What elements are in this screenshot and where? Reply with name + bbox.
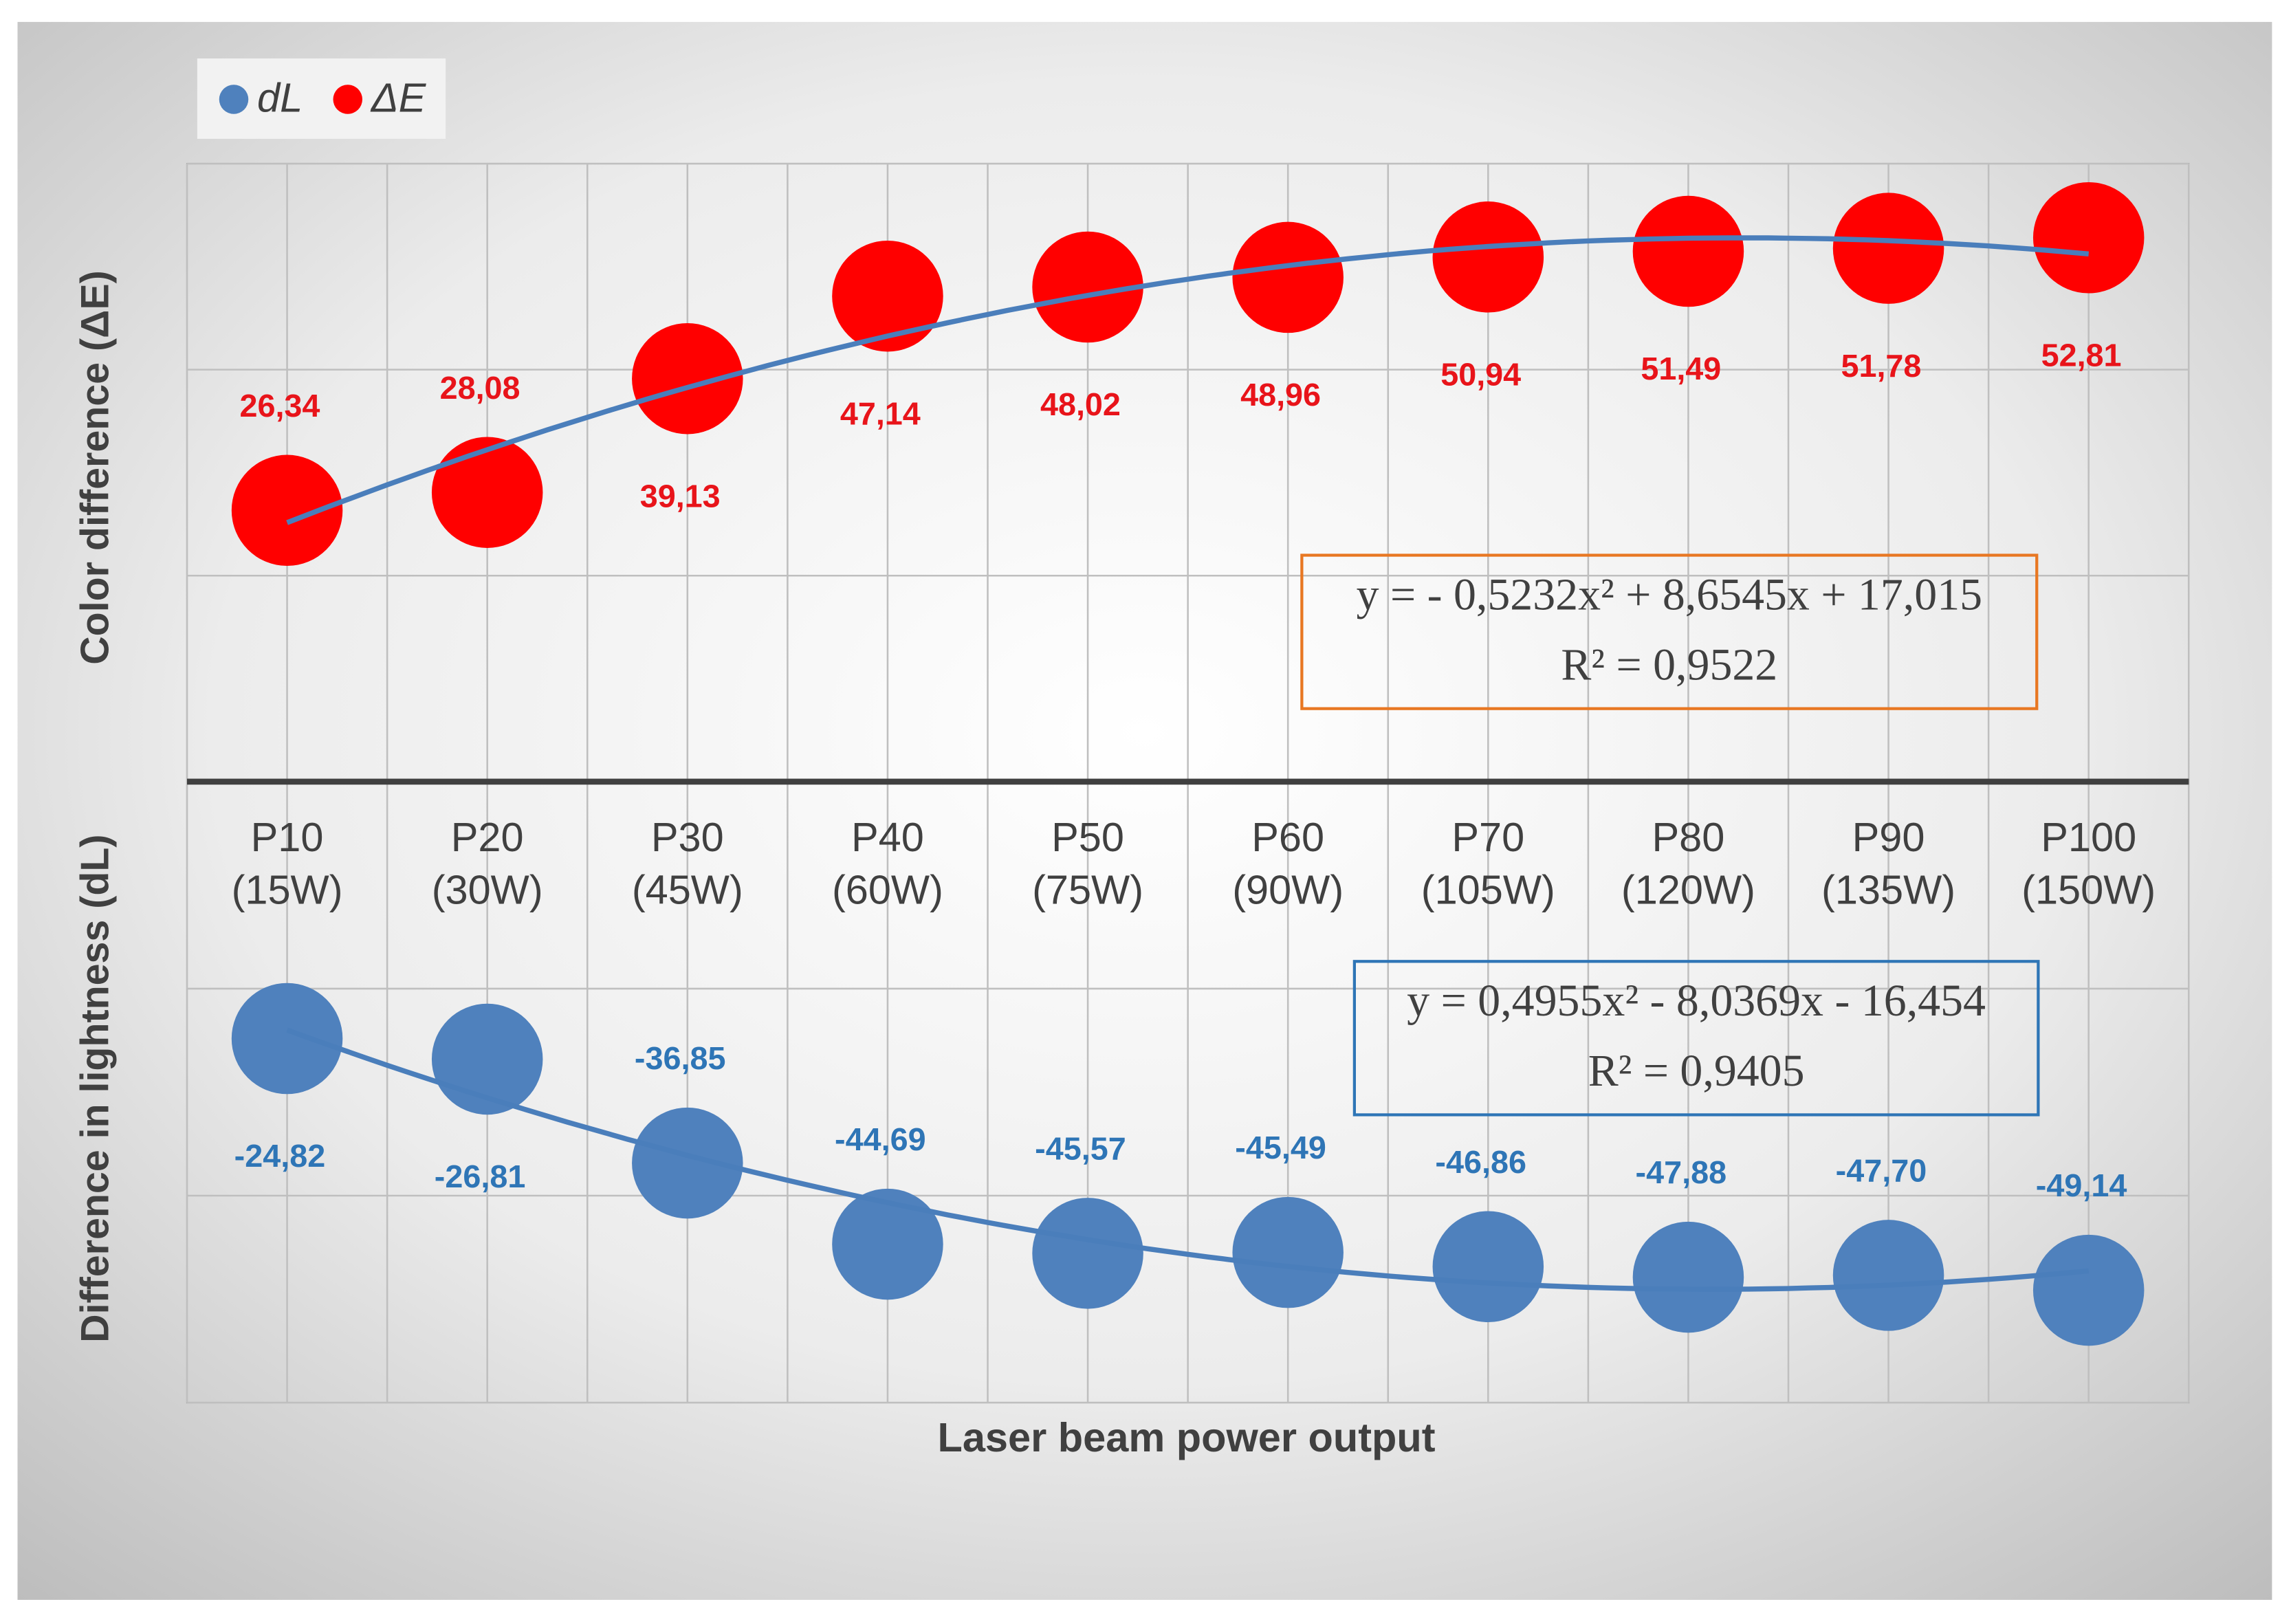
value-label: 52,81 [2041, 337, 2122, 373]
x-tick-label-line: (45W) [632, 866, 743, 912]
x-tick-label-line: P40 [851, 814, 924, 860]
equation-box [1300, 553, 2039, 710]
data-point [1432, 1211, 1544, 1322]
value-label: 47,14 [840, 395, 921, 431]
legend-marker [219, 85, 249, 114]
x-tick-label-line: (135W) [1821, 866, 1955, 912]
x-tick-label-line: P70 [1451, 814, 1524, 860]
y2-axis-title: Difference in lightness (dL) [74, 834, 118, 1342]
trendline [286, 1027, 2090, 1292]
trendline-r2: R² = 0,9522 [1561, 639, 1777, 690]
value-label: 26,34 [239, 388, 320, 424]
x-tick-label: P60 (90W) [1232, 814, 1344, 913]
value-label: -47,70 [1836, 1152, 1927, 1188]
data-point [1832, 1220, 1944, 1331]
trendline-equation: y = - 0,5232x² + 8,6545x + 17,015 [1357, 569, 1983, 619]
data-point [832, 240, 943, 352]
x-tick-label-line: (90W) [1232, 866, 1344, 912]
legend-label: dL [257, 74, 303, 120]
x-tick-label: P70 (105W) [1421, 814, 1555, 913]
value-label: -49,14 [2036, 1167, 2127, 1203]
x-tick-label-line: P90 [1852, 814, 1925, 860]
x-tick-label: P90 (135W) [1821, 814, 1955, 913]
data-point [1232, 221, 1344, 333]
value-label: -45,57 [1035, 1130, 1126, 1166]
data-point [431, 437, 543, 548]
x-axis-title: Laser beam power output [937, 1414, 1435, 1460]
value-label: -46,86 [1435, 1144, 1526, 1180]
data-point [1032, 1198, 1143, 1309]
value-label: 48,02 [1040, 386, 1121, 422]
x-tick-label: P30 (45W) [632, 814, 743, 913]
x-tick-label: P10 (15W) [232, 814, 343, 913]
value-label: -44,69 [835, 1121, 926, 1157]
x-tick-label-line: (75W) [1032, 866, 1143, 912]
x-tick-label-line: (105W) [1421, 866, 1555, 912]
data-point [231, 454, 343, 567]
x-tick-label-line: P30 [651, 814, 724, 860]
x-tick-label-line: P60 [1251, 814, 1324, 860]
data-point [632, 322, 743, 435]
trendline [286, 235, 2090, 525]
x-tick-label-line: (30W) [432, 866, 543, 912]
legend-marker [333, 85, 362, 114]
x-tick-label: P20 (30W) [432, 814, 543, 913]
x-tick-label-line: P50 [1051, 814, 1124, 860]
x-tick-label: P50 (75W) [1032, 814, 1143, 913]
data-point [1832, 193, 1944, 304]
value-label: 39,13 [640, 478, 721, 514]
data-point [632, 1107, 743, 1219]
x-tick-label-line: (120W) [1621, 866, 1755, 912]
data-point [1232, 1196, 1344, 1308]
trendline-equation: y = 0,4955x² - 8,0369x - 16,454 [1407, 976, 1986, 1026]
x-tick-label-line: P20 [451, 814, 524, 860]
x-tick-label-line: P100 [2041, 814, 2136, 860]
value-label: -26,81 [435, 1159, 526, 1194]
value-label: -24,82 [234, 1138, 326, 1174]
x-tick-label-line: (15W) [232, 866, 343, 912]
value-label: 48,96 [1240, 377, 1321, 413]
y-axis-title: Color difference (ΔE) [74, 270, 118, 664]
data-point [832, 1188, 943, 1300]
x-tick-label-line: (60W) [832, 866, 943, 912]
equation-box [1352, 960, 2040, 1117]
data-point [1632, 1221, 1744, 1333]
value-label: -36,85 [635, 1040, 726, 1076]
trendline-r2: R² = 0,9405 [1588, 1046, 1805, 1096]
data-point [2032, 182, 2145, 294]
data-point [231, 983, 343, 1095]
x-tick-label-line: (150W) [2021, 866, 2156, 912]
data-point [1432, 201, 1544, 313]
value-label: 50,94 [1440, 356, 1521, 392]
value-label: 51,49 [1641, 351, 1721, 386]
value-label: -45,49 [1235, 1130, 1326, 1165]
data-point [1632, 195, 1744, 307]
value-label: 51,78 [1841, 348, 1921, 384]
data-point [2032, 1234, 2145, 1346]
x-tick-label: P80 (120W) [1621, 814, 1755, 913]
value-label: 28,08 [440, 370, 520, 406]
value-label: -47,88 [1636, 1154, 1727, 1190]
legend-label: ΔE [370, 74, 427, 120]
data-point [1032, 231, 1143, 343]
x-tick-label-line: P80 [1652, 814, 1725, 860]
x-tick-label: P40 (60W) [832, 814, 943, 913]
x-tick-label: P100 (150W) [2021, 814, 2156, 913]
x-tick-label-line: P10 [251, 814, 324, 860]
